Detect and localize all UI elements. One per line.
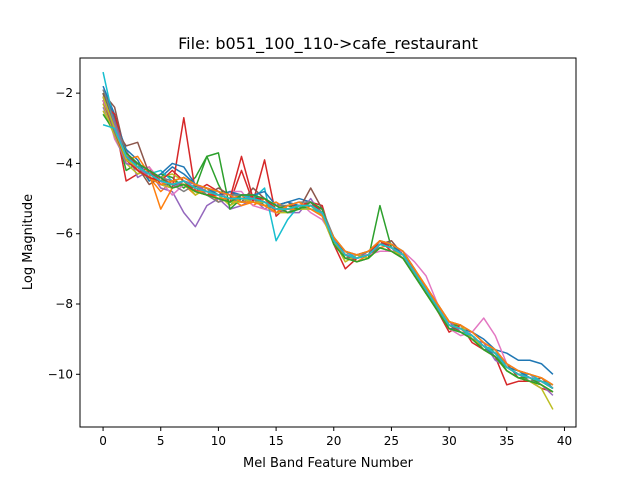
x-tick-label: 5	[157, 434, 165, 448]
chart-title: File: b051_100_110->cafe_restaurant	[178, 34, 478, 54]
x-axis-ticks: 0 5 10 15 20 25 30 35 40	[99, 427, 572, 448]
y-axis-ticks: −2 −4 −6 −8 −10	[48, 86, 80, 381]
y-tick-label: −10	[48, 367, 73, 381]
x-tick-label: 40	[557, 434, 572, 448]
x-tick-label: 15	[268, 434, 283, 448]
series-layer	[102, 71, 554, 410]
x-tick-label: 30	[441, 434, 456, 448]
x-tick-label: 20	[326, 434, 341, 448]
x-tick-label: 0	[99, 434, 107, 448]
y-tick-label: −4	[55, 156, 73, 170]
plot-frame	[79, 57, 577, 428]
y-tick-label: −6	[55, 227, 73, 241]
y-tick-label: −2	[55, 86, 73, 100]
x-tick-label: 25	[384, 434, 399, 448]
x-tick-label: 10	[211, 434, 226, 448]
x-tick-label: 35	[499, 434, 514, 448]
y-tick-label: −8	[55, 297, 73, 311]
y-axis-label: Log Magnitude	[21, 194, 36, 290]
x-axis-label: Mel Band Feature Number	[243, 456, 414, 471]
series-line-30	[102, 124, 554, 389]
